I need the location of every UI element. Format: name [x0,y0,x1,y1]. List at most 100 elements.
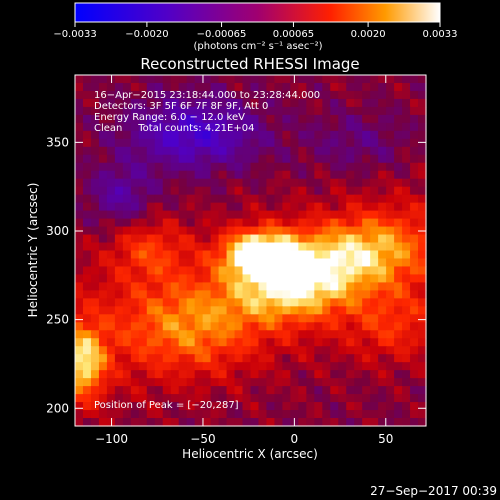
colorbar-tick-label: 0.0020 [351,29,386,40]
heatmap-cell [266,306,276,315]
heatmap-cell [234,122,244,132]
heatmap-cell [418,242,427,252]
heatmap-cell [218,370,228,379]
heatmap-cell [386,218,395,228]
heatmap-cell [394,114,403,124]
heatmap-cell [410,418,419,427]
heatmap-cell [378,410,387,419]
heatmap-cell [418,370,427,379]
heatmap-cell [138,210,148,220]
heatmap-cell [338,418,347,427]
heatmap-cell [234,138,244,148]
heatmap-cell [354,154,363,164]
heatmap-cell [354,298,363,307]
heatmap-cell [138,354,148,363]
heatmap-cell [362,82,371,92]
heatmap-cell [306,138,315,148]
heatmap-cell [402,210,411,220]
heatmap-cell [138,114,148,124]
heatmap-cell [98,162,108,172]
heatmap-cell [306,330,315,339]
heatmap-cell [106,170,116,180]
heatmap-cell [122,274,132,284]
heatmap-cell [170,266,180,276]
heatmap-cell [274,322,284,331]
heatmap-cell [330,338,339,347]
heatmap-cell [130,194,140,204]
heatmap-cell [306,82,315,92]
heatmap-cell [266,75,276,84]
heatmap-cell [354,218,363,228]
heatmap-cell [130,362,140,371]
heatmap-cell [362,274,371,284]
heatmap-cell [330,218,339,228]
heatmap-cell [418,162,427,172]
heatmap-cell [370,186,379,196]
heatmap-cell [274,418,284,427]
heatmap-cell [75,258,84,268]
annotation-time-range: 16−Apr−2015 23:18:44.000 to 23:28:44.000 [94,90,320,101]
heatmap-cell [362,346,371,355]
heatmap-cell [210,226,220,236]
heatmap-cell [82,170,92,180]
heatmap-cell [306,402,315,411]
heatmap-cell [386,178,395,188]
heatmap-cell [226,258,236,268]
heatmap-cell [130,218,140,228]
heatmap-cell [234,418,244,427]
heatmap-cell [378,130,387,140]
heatmap-cell [250,106,260,116]
heatmap-cell [130,346,140,355]
heatmap-cell [330,250,339,260]
heatmap-cell [162,170,172,180]
heatmap-cell [242,258,252,268]
heatmap-cell [282,258,291,268]
heatmap-cell [170,186,180,196]
heatmap-cell [290,330,299,339]
heatmap-cell [106,402,116,411]
heatmap-cell [250,394,260,403]
heatmap-cell [274,386,284,395]
heatmap-cell [290,154,299,164]
colorbar-tick-label: 0.0033 [423,29,458,40]
heatmap-cell [282,266,291,276]
heatmap-cell [170,162,180,172]
heatmap-cell [362,75,371,84]
heatmap-cell [394,178,403,188]
heatmap-cell [226,186,236,196]
heatmap-cell [138,122,148,132]
heatmap-cell [410,146,419,156]
heatmap-cell [346,282,355,291]
heatmap-cell [394,226,403,236]
heatmap-cell [90,298,100,307]
heatmap-cell [250,290,260,299]
heatmap-cell [114,298,124,307]
heatmap-cell [330,106,339,116]
heatmap-cell [402,186,411,196]
heatmap-cell [98,394,108,403]
heatmap-cell [306,298,315,307]
heatmap-cell [122,82,132,92]
heatmap-cell [202,202,212,212]
heatmap-cell [202,418,212,427]
heatmap-cell [394,106,403,116]
heatmap-cell [330,202,339,212]
heatmap-cell [282,402,291,411]
heatmap-cell [186,354,196,363]
heatmap-cell [178,386,188,395]
heatmap-cell [162,194,172,204]
heatmap-cell [75,274,84,284]
heatmap-cell [274,330,284,339]
heatmap-cell [258,226,268,236]
heatmap-cell [338,178,347,188]
heatmap-cell [242,138,252,148]
heatmap-cell [82,194,92,204]
heatmap-cell [114,258,124,268]
heatmap-cell [194,210,204,220]
heatmap-cell [122,234,132,244]
heatmap-cell [394,234,403,244]
heatmap-cell [410,106,419,116]
heatmap-cell [322,266,331,276]
heatmap-cell [306,322,315,331]
heatmap-cell [75,418,84,427]
